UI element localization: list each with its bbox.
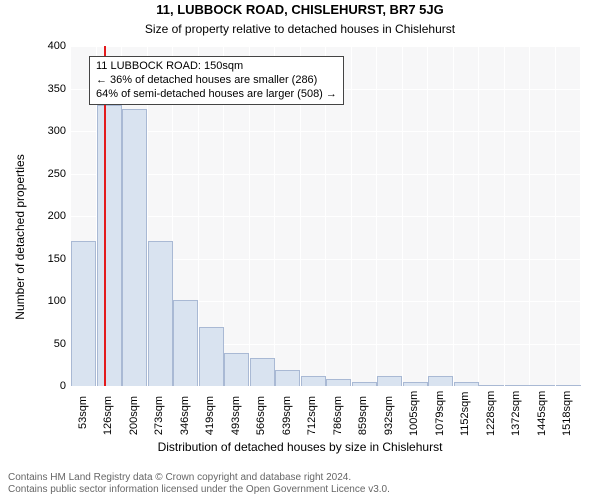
xtick-label: 639sqm	[281, 396, 293, 436]
xtick-label: 53sqm	[77, 396, 89, 436]
ytick-label: 400	[38, 40, 66, 52]
gridline-v	[555, 46, 556, 386]
histogram-bar	[530, 385, 555, 386]
gridline-v	[529, 46, 530, 386]
xtick-label: 419sqm	[204, 396, 216, 436]
ytick-label: 350	[38, 83, 66, 95]
ytick-label: 250	[38, 168, 66, 180]
histogram-bar	[377, 376, 402, 386]
gridline-v	[453, 46, 454, 386]
attribution: Contains HM Land Registry data © Crown c…	[8, 472, 592, 496]
ytick-label: 100	[38, 295, 66, 307]
xtick-label: 273sqm	[153, 396, 165, 436]
chart-title: 11, LUBBOCK ROAD, CHISLEHURST, BR7 5JG	[0, 2, 600, 17]
histogram-bar	[479, 385, 504, 386]
gridline-h	[70, 386, 580, 387]
xtick-label: 1445sqm	[536, 396, 548, 436]
x-axis-label: Distribution of detached houses by size …	[0, 440, 600, 454]
xtick-label: 1005sqm	[408, 396, 420, 436]
annotation-box: 11 LUBBOCK ROAD: 150sqm ← 36% of detache…	[89, 56, 344, 105]
ytick-label: 50	[38, 338, 66, 350]
gridline-v	[478, 46, 479, 386]
attribution-line2: Contains public sector information licen…	[8, 484, 592, 496]
ytick-label: 0	[38, 380, 66, 392]
ytick-label: 150	[38, 253, 66, 265]
histogram-bar	[250, 358, 275, 386]
xtick-label: 493sqm	[230, 396, 242, 436]
histogram-bar	[352, 382, 377, 386]
histogram-bar	[275, 370, 300, 386]
xtick-label: 1228sqm	[485, 396, 497, 436]
gridline-v	[427, 46, 428, 386]
gridline-v	[376, 46, 377, 386]
xtick-label: 1518sqm	[561, 396, 573, 436]
chart-container: 11, LUBBOCK ROAD, CHISLEHURST, BR7 5JG S…	[0, 0, 600, 500]
histogram-bar	[428, 376, 453, 386]
ytick-label: 300	[38, 125, 66, 137]
histogram-bar	[224, 353, 249, 386]
xtick-label: 932sqm	[383, 396, 395, 436]
histogram-bar	[326, 379, 351, 386]
xtick-label: 1372sqm	[510, 396, 522, 436]
histogram-bar	[199, 327, 224, 386]
xtick-label: 346sqm	[179, 396, 191, 436]
histogram-bar	[71, 241, 96, 387]
xtick-label: 566sqm	[255, 396, 267, 436]
histogram-bar	[173, 300, 198, 386]
xtick-label: 1079sqm	[434, 396, 446, 436]
histogram-bar	[301, 376, 326, 386]
plot-area: 11 LUBBOCK ROAD: 150sqm ← 36% of detache…	[70, 46, 580, 386]
histogram-bar	[556, 385, 581, 386]
xtick-label: 1152sqm	[459, 396, 471, 436]
histogram-bar	[454, 382, 479, 386]
y-axis-label: Number of detached properties	[13, 127, 27, 347]
histogram-bar	[122, 109, 147, 386]
gridline-v	[402, 46, 403, 386]
histogram-bar	[505, 385, 530, 386]
xtick-label: 859sqm	[357, 396, 369, 436]
attribution-line1: Contains HM Land Registry data © Crown c…	[8, 472, 592, 484]
gridline-v	[504, 46, 505, 386]
ytick-label: 200	[38, 210, 66, 222]
histogram-bar	[97, 105, 122, 387]
annotation-line1: 11 LUBBOCK ROAD: 150sqm	[96, 60, 337, 74]
gridline-v	[351, 46, 352, 386]
chart-subtitle: Size of property relative to detached ho…	[0, 22, 600, 36]
xtick-label: 126sqm	[102, 396, 114, 436]
histogram-bar	[403, 382, 428, 386]
annotation-line2: ← 36% of detached houses are smaller (28…	[96, 74, 337, 88]
gridline-v	[580, 46, 581, 386]
xtick-label: 200sqm	[128, 396, 140, 436]
annotation-line3: 64% of semi-detached houses are larger (…	[96, 88, 337, 102]
histogram-bar	[148, 241, 173, 387]
xtick-label: 712sqm	[306, 396, 318, 436]
xtick-label: 786sqm	[332, 396, 344, 436]
